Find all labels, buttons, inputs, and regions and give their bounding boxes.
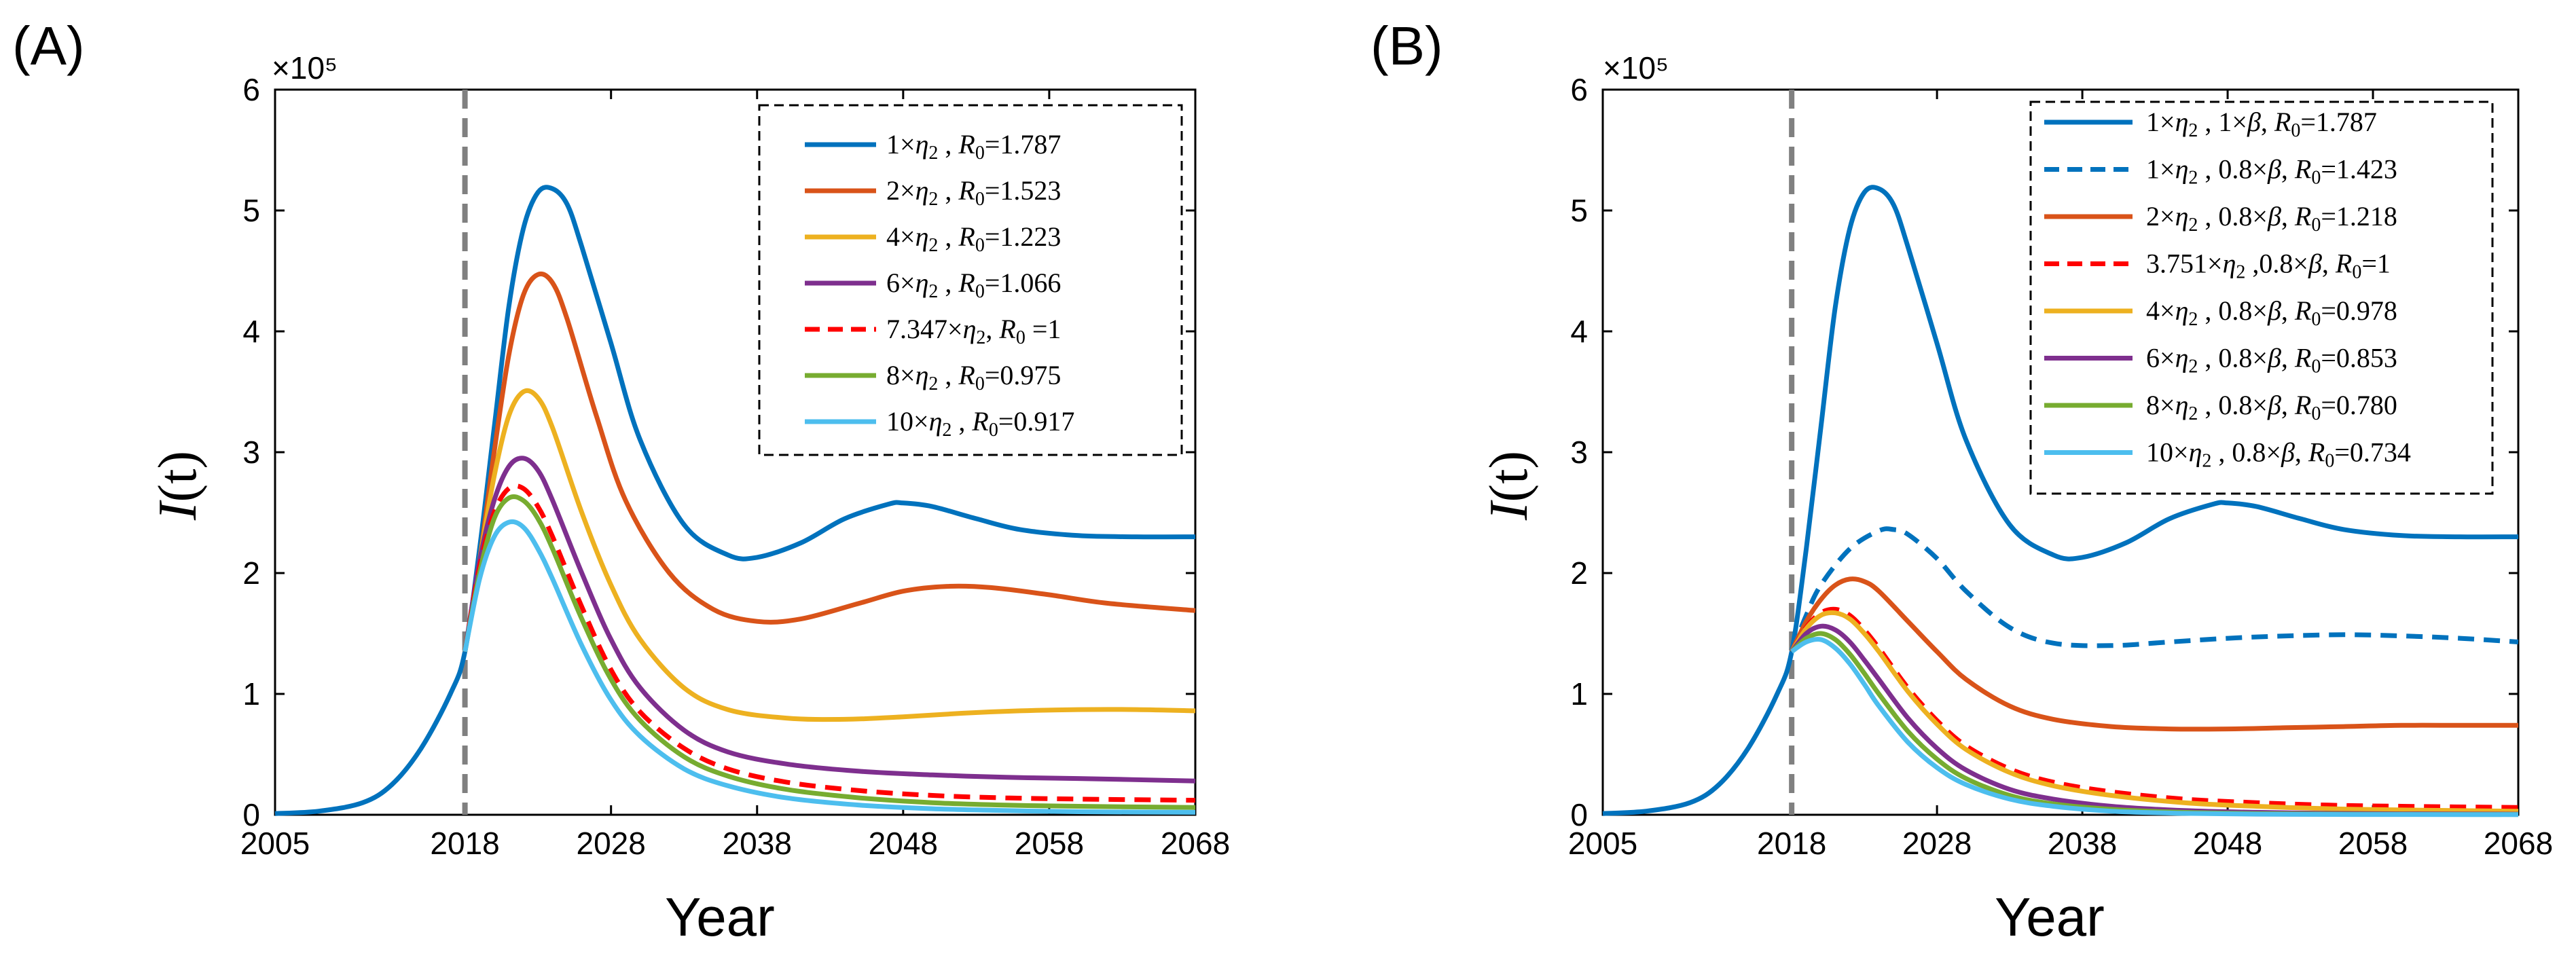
- x-tick-label: 2068: [2484, 826, 2553, 861]
- plot-area-a: 0 1 2 3 4 5 6 2005 2018 2028 2038 2048 2058 2068: [240, 72, 1230, 861]
- series-line-2: [1789, 526, 2519, 652]
- legend-label-5: 7.347×η2​, R0​ =1: [886, 314, 1061, 348]
- series-line-2: [462, 271, 1196, 652]
- y-multiplier-b: ×10⁵: [1603, 50, 1669, 86]
- series-line-7: [462, 519, 1196, 815]
- y-tick-label: 5: [1570, 193, 1588, 228]
- x-axis-label-a: Year: [665, 887, 775, 947]
- legend-label-7: 10×η2​ , R0​=0.917: [886, 406, 1074, 441]
- series-line-3: [1790, 576, 2518, 732]
- x-tick-label: 2058: [1015, 826, 1084, 861]
- series-line-8: [1790, 636, 2519, 817]
- legend-label-2: 2×η2​ , R0​=1.523: [886, 175, 1061, 210]
- legend-b: 1×η2​ , 1×β, R0​=1.787 1×η2​ , 0.8×β, R0​…: [2029, 100, 2494, 495]
- series-line-1: [1602, 185, 2519, 816]
- series-line-5: [462, 483, 1196, 803]
- x-tick-label: 2028: [577, 826, 646, 861]
- legend-items-b: 1×η2​ , 1×β, R0​=1.787 1×η2​ , 0.8×β, R0​…: [2044, 107, 2411, 472]
- y-multiplier-a: ×10⁵: [272, 50, 338, 86]
- x-tick-label: 2018: [1757, 826, 1826, 861]
- legend-label-3: 2×η2​ , 0.8×β, R0​=1.218: [2146, 201, 2397, 236]
- y-axis-label-a: I(t): [148, 451, 208, 521]
- series-line-4: [1790, 606, 2519, 810]
- series-line-1: [274, 185, 1196, 816]
- series-line-3: [462, 388, 1196, 722]
- x-tick-label: 2028: [1902, 826, 1972, 861]
- y-tick-label: 2: [242, 555, 260, 591]
- series-line-5: [1790, 610, 2519, 814]
- legend-label-1: 1×η2​ , R0​=1.787: [886, 129, 1061, 164]
- legend-label-4: 3.751×η2​ ,0.8×β, R0​=1: [2146, 249, 2391, 283]
- legend-label-6: 6×η2​ , 0.8×β, R0​=0.853: [2146, 343, 2397, 378]
- y-tick-label: 3: [1570, 435, 1588, 470]
- y-tick-label: 1: [242, 676, 260, 712]
- y-tick-label: 5: [242, 193, 260, 228]
- panel-a: (A) ×10⁵ I(t) Year 0 1 2 3 4 5 6 2005 2018 2028 20…: [12, 16, 1230, 947]
- x-axis-label-b: Year: [1995, 887, 2105, 947]
- x-tick-label: 2048: [869, 826, 938, 861]
- x-tick-label: 2005: [1568, 826, 1637, 861]
- y-tick-label: 4: [242, 314, 260, 349]
- y-tick-label: 3: [242, 435, 260, 470]
- legend-label-1: 1×η2​ , 1×β, R0​=1.787: [2146, 107, 2377, 141]
- legend-box-b: [2029, 100, 2494, 495]
- y-tick-label: 1: [1570, 676, 1588, 712]
- legend-label-2: 1×η2​ , 0.8×β, R0​=1.423: [2146, 154, 2397, 189]
- panel-label-b: (B): [1371, 16, 1443, 76]
- series-line-6: [462, 494, 1196, 810]
- legend-box-a: [758, 104, 1183, 456]
- x-tick-label: 2068: [1161, 826, 1230, 861]
- y-tick-label: 6: [242, 72, 260, 107]
- legend-label-6: 8×η2​ , R0​=0.975: [886, 360, 1061, 394]
- y-tick-label: 0: [242, 797, 260, 832]
- y-axis-label-b: I(t): [1479, 451, 1539, 521]
- plot-area-b: 0 1 2 3 4 5 6 2005 2018 2028 2038 2048 2058 2068: [1568, 72, 2553, 861]
- legend-items-a: 1×η2​ , R0​=1.787 2×η2​ , R0​=1.523 4×η2​ …: [805, 129, 1074, 441]
- legend-a: 1×η2​ , R0​=1.787 2×η2​ , R0​=1.523 4×η2​ …: [758, 104, 1183, 456]
- series-line-4: [462, 456, 1196, 784]
- y-tick-label: 0: [1570, 797, 1588, 832]
- x-tick-label: 2038: [2048, 826, 2117, 861]
- panel-b: (B) ×10⁵ I(t) Year 0 1 2 3 4 5 6 2005 2018 2028 20…: [1371, 16, 2553, 947]
- legend-label-3: 4×η2​ , R0​=1.223: [886, 221, 1061, 256]
- panel-label-a: (A): [12, 16, 85, 76]
- y-tick-label: 4: [1570, 314, 1588, 349]
- y-tick-label: 6: [1570, 72, 1588, 107]
- x-tick-label: 2058: [2338, 826, 2408, 861]
- legend-label-7: 8×η2​ , 0.8×β, R0​=0.780: [2146, 390, 2397, 424]
- legend-label-5: 4×η2​ , 0.8×β, R0​=0.978: [2146, 295, 2397, 330]
- x-tick-label: 2005: [240, 826, 310, 861]
- y-tick-label: 2: [1570, 555, 1588, 591]
- legend-label-8: 10×η2​ , 0.8×β, R0​=0.734: [2146, 437, 2411, 472]
- x-tick-label: 2018: [430, 826, 499, 861]
- legend-label-4: 6×η2​ , R0​=1.066: [886, 268, 1061, 302]
- x-tick-label: 2038: [723, 826, 792, 861]
- x-tick-label: 2048: [2193, 826, 2262, 861]
